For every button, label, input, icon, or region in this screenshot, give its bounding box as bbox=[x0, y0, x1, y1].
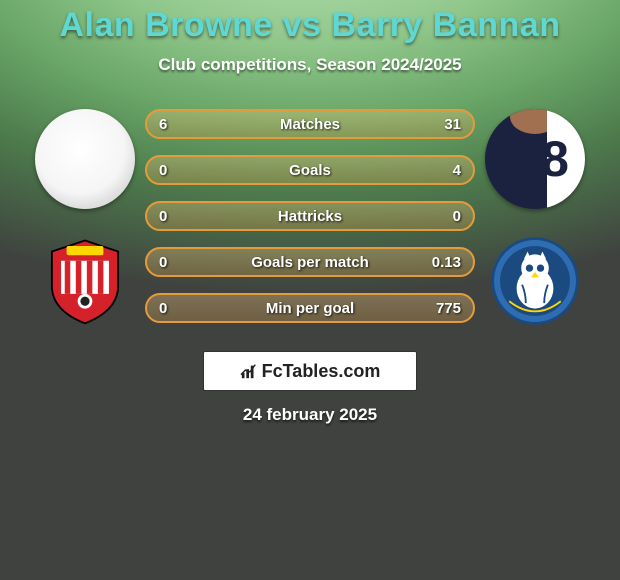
stat-row: 6 Matches 31 bbox=[145, 109, 475, 139]
subtitle: Club competitions, Season 2024/2025 bbox=[158, 55, 461, 75]
source-logo-text: FcTables.com bbox=[262, 361, 381, 382]
source-logo[interactable]: FcTables.com bbox=[203, 351, 417, 391]
right-club-badge bbox=[485, 231, 585, 331]
stat-label: Hattricks bbox=[278, 208, 342, 225]
chart-icon bbox=[240, 362, 258, 380]
stat-left-value: 0 bbox=[159, 162, 189, 179]
stat-row: 0 Goals per match 0.13 bbox=[145, 247, 475, 277]
stats-column: 6 Matches 31 0 Goals 4 0 Hattricks 0 0 G… bbox=[145, 103, 475, 323]
stat-label: Goals bbox=[289, 162, 331, 179]
page-title: Alan Browne vs Barry Bannan bbox=[60, 6, 561, 45]
stat-right-value: 0.13 bbox=[431, 254, 461, 271]
stat-label: Goals per match bbox=[251, 254, 369, 271]
stat-row: 0 Hattricks 0 bbox=[145, 201, 475, 231]
left-club-badge bbox=[35, 231, 135, 331]
stat-right-value: 775 bbox=[431, 300, 461, 317]
right-kit-number: 8 bbox=[541, 130, 569, 188]
right-club-crest-icon bbox=[489, 235, 581, 327]
stat-left-value: 0 bbox=[159, 300, 189, 317]
stat-left-value: 6 bbox=[159, 116, 189, 133]
left-club-crest-icon bbox=[39, 235, 131, 327]
left-player-col bbox=[25, 103, 145, 331]
stat-label: Matches bbox=[280, 116, 340, 133]
right-player-photo: 8 bbox=[485, 109, 585, 209]
stat-right-value: 31 bbox=[431, 116, 461, 133]
stat-row: 0 Goals 4 bbox=[145, 155, 475, 185]
stat-right-value: 0 bbox=[431, 208, 461, 225]
stat-label: Min per goal bbox=[266, 300, 354, 317]
stat-right-value: 4 bbox=[431, 162, 461, 179]
comparison-row: 6 Matches 31 0 Goals 4 0 Hattricks 0 0 G… bbox=[0, 103, 620, 331]
right-player-col: 8 bbox=[475, 103, 595, 331]
stat-row: 0 Min per goal 775 bbox=[145, 293, 475, 323]
stat-left-value: 0 bbox=[159, 254, 189, 271]
left-player-photo bbox=[35, 109, 135, 209]
stat-left-value: 0 bbox=[159, 208, 189, 225]
date: 24 february 2025 bbox=[243, 405, 377, 425]
